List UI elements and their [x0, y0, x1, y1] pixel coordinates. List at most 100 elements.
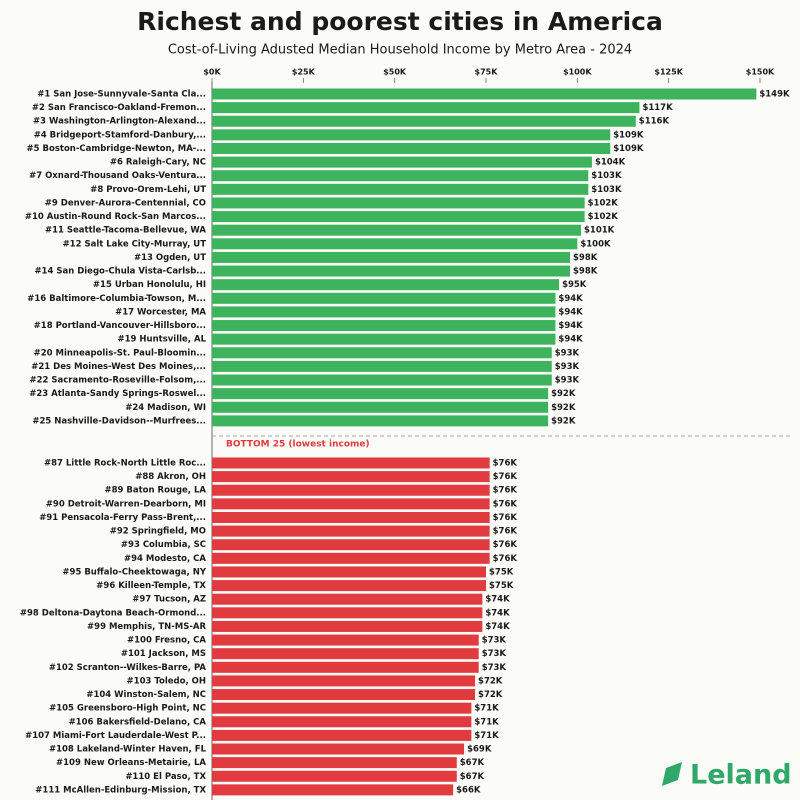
category-label: #107 Miami-Fort Lauderdale-West P... — [25, 731, 206, 741]
bar — [212, 552, 490, 564]
category-label: #106 Bakersfield-Delano, CA — [69, 717, 207, 727]
category-label: #102 Scranton--Wilkes-Barre, PA — [49, 663, 207, 673]
bar — [212, 197, 585, 209]
value-label: $76K — [493, 459, 518, 469]
category-label: #87 Little Rock-North Little Roc... — [44, 459, 206, 469]
value-label: $67K — [460, 758, 485, 768]
value-label: $93K — [555, 362, 580, 372]
value-label: $94K — [558, 307, 583, 317]
category-label: #88 Akron, OH — [135, 472, 206, 482]
value-label: $74K — [485, 608, 510, 618]
bar — [212, 115, 636, 127]
bar — [212, 648, 479, 660]
value-label: $67K — [460, 772, 485, 782]
bar — [212, 511, 490, 523]
bar — [212, 360, 552, 372]
bar — [212, 320, 556, 332]
value-label: $71K — [474, 731, 499, 741]
category-label: #94 Modesto, CA — [124, 554, 206, 564]
category-label: #104 Winston-Salem, NC — [86, 690, 206, 700]
category-label: #89 Baton Rouge, LA — [104, 486, 206, 496]
value-label: $74K — [485, 595, 510, 605]
category-label: #8 Provo-Orem-Lehi, UT — [90, 185, 206, 195]
category-label: #10 Austin-Round Rock-San Marcos... — [25, 212, 206, 222]
category-label: #16 Baltimore-Columbia-Towson, M... — [27, 294, 206, 304]
bar — [212, 224, 581, 236]
bar — [212, 593, 483, 605]
category-label: #14 San Diego-Chula Vista-Carlsb... — [34, 267, 206, 277]
value-label: $76K — [493, 486, 518, 496]
category-label: #110 El Paso, TX — [125, 772, 206, 782]
category-label: #90 Detroit-Warren-Dearborn, MI — [46, 499, 206, 509]
category-label: #105 Greensboro-High Point, NC — [49, 704, 206, 714]
value-label: $95K — [562, 280, 587, 290]
bar — [212, 156, 592, 168]
value-label: $109K — [613, 144, 644, 154]
value-label: $73K — [482, 663, 507, 673]
bar — [212, 539, 490, 551]
bar — [212, 498, 490, 510]
category-label: #9 Denver-Aurora-Centennial, CO — [45, 198, 206, 208]
value-label: $76K — [493, 540, 518, 550]
bar — [212, 347, 552, 359]
bar — [212, 142, 611, 154]
category-label: #111 McAllen-Edinburg-Mission, TX — [35, 785, 206, 795]
value-label: $103K — [591, 185, 622, 195]
category-label: #109 New Orleans-Metairie, LA — [56, 758, 206, 768]
x-tick-label: $125K — [654, 68, 683, 77]
category-label: #2 San Francisco-Oakland-Fremon... — [32, 103, 206, 113]
bar — [212, 634, 479, 646]
logo: Leland — [662, 760, 792, 791]
value-label: $71K — [474, 704, 499, 714]
category-label: #23 Atlanta-Sandy Springs-Roswel... — [29, 389, 206, 399]
bar — [212, 675, 476, 687]
category-label: #3 Washington-Arlington-Alexand... — [33, 117, 206, 127]
value-label: $92K — [551, 389, 576, 399]
bar — [212, 333, 556, 345]
value-label: $73K — [482, 636, 507, 646]
value-label: $116K — [639, 117, 670, 127]
bar — [212, 251, 571, 263]
category-label: #92 Springfield, MO — [110, 527, 206, 537]
category-label: #103 Toledo, OH — [127, 676, 206, 686]
category-label: #100 Fresno, CA — [127, 636, 206, 646]
value-label: $92K — [551, 416, 576, 426]
value-label: $103K — [591, 171, 622, 181]
value-label: $66K — [456, 785, 481, 795]
value-label: $93K — [555, 348, 580, 358]
bar — [212, 211, 585, 223]
value-label: $74K — [485, 622, 510, 632]
value-label: $117K — [642, 103, 673, 113]
x-tick-label: $75K — [475, 68, 499, 77]
value-label: $98K — [573, 267, 598, 277]
value-label: $73K — [482, 649, 507, 659]
logo-icon — [662, 762, 682, 786]
bar — [212, 238, 578, 250]
category-label: #99 Memphis, TN-MS-AR — [87, 622, 206, 632]
category-label: #7 Oxnard-Thousand Oaks-Ventura... — [29, 171, 206, 181]
value-label: $75K — [489, 567, 514, 577]
category-label: #12 Salt Lake City-Murray, UT — [63, 239, 207, 249]
value-label: $94K — [558, 335, 583, 345]
chart-title: Richest and poorest cities in America — [137, 7, 663, 36]
bar — [212, 374, 552, 386]
category-label: #24 Madison, WI — [125, 403, 206, 413]
bar — [212, 265, 571, 277]
category-label: #108 Lakeland-Winter Haven, FL — [49, 745, 207, 755]
value-label: $76K — [493, 527, 518, 537]
value-label: $149K — [759, 90, 790, 100]
category-label: #93 Columbia, SC — [121, 540, 206, 550]
group-label: BOTTOM 25 (lowest income) — [226, 440, 370, 450]
bar — [212, 743, 465, 755]
category-label: #18 Portland-Vancouver-Hillsboro... — [34, 321, 206, 331]
value-label: $100K — [580, 239, 611, 249]
value-label: $76K — [493, 513, 518, 523]
category-label: #95 Buffalo-Cheektowaga, NY — [62, 567, 206, 577]
value-label: $98K — [573, 253, 598, 263]
bar — [212, 689, 476, 701]
x-tick-label: $50K — [383, 68, 407, 77]
category-label: #20 Minneapolis-St. Paul-Bloomin... — [34, 348, 206, 358]
value-label: $102K — [588, 212, 619, 222]
category-label: #15 Urban Honolulu, HI — [93, 280, 206, 290]
category-label: #101 Jackson, MS — [121, 649, 206, 659]
